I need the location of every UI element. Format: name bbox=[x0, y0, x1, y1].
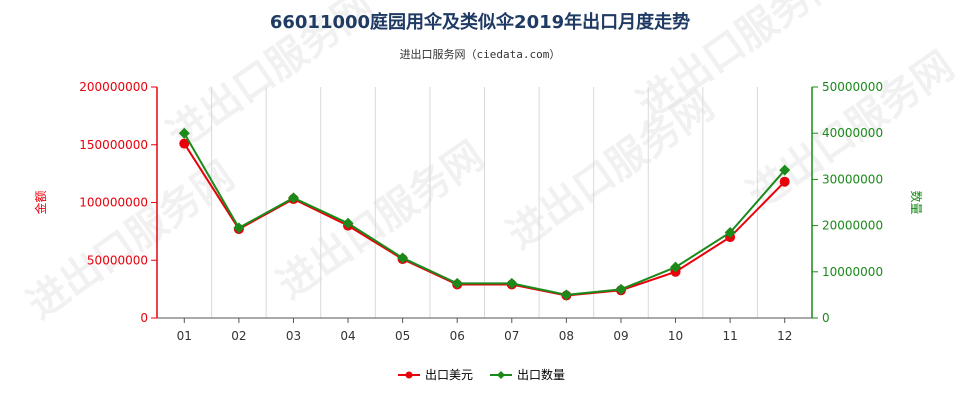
data-point bbox=[287, 192, 299, 204]
chart-subtitle: 进出口服务网（ciedata.com） bbox=[400, 47, 561, 61]
left-tick-label: 100000000 bbox=[79, 196, 148, 210]
x-tick-label: 09 bbox=[613, 329, 628, 343]
right-tick-label: 0 bbox=[822, 311, 830, 325]
data-point bbox=[342, 217, 354, 229]
x-tick-label: 07 bbox=[504, 329, 519, 343]
right-axis-label: 数量 bbox=[909, 190, 924, 214]
x-tick-label: 04 bbox=[340, 329, 355, 343]
x-tick-label: 11 bbox=[722, 329, 737, 343]
series-line bbox=[183, 132, 786, 296]
x-tick-label: 06 bbox=[450, 329, 465, 343]
data-point bbox=[179, 138, 190, 149]
watermark-text: 进出口服务网 bbox=[19, 153, 242, 328]
data-point bbox=[397, 252, 409, 264]
data-point bbox=[724, 227, 736, 239]
data-point bbox=[233, 222, 245, 234]
legend-label: 出口美元 bbox=[425, 368, 473, 382]
data-point bbox=[560, 289, 572, 301]
data-point bbox=[178, 127, 190, 139]
x-tick-label: 02 bbox=[231, 329, 246, 343]
x-tick-label: 08 bbox=[559, 329, 574, 343]
data-point bbox=[779, 176, 790, 187]
series-line bbox=[183, 143, 786, 297]
left-axis-label: 金额 bbox=[33, 190, 48, 214]
x-tick-label: 12 bbox=[777, 329, 792, 343]
legend-marker bbox=[405, 371, 413, 379]
x-tick-label: 01 bbox=[177, 329, 192, 343]
x-tick-label: 03 bbox=[286, 329, 301, 343]
x-tick-label: 05 bbox=[395, 329, 410, 343]
legend: 出口美元 出口数量 bbox=[398, 367, 565, 382]
series-layer bbox=[178, 127, 791, 301]
x-tick-label: 10 bbox=[668, 329, 683, 343]
chart-title: 66011000庭园用伞及类似伞2019年出口月度走势 bbox=[270, 11, 690, 33]
right-tick-label: 10000000 bbox=[822, 265, 883, 279]
left-tick-label: 50000000 bbox=[87, 253, 148, 267]
right-tick-label: 40000000 bbox=[822, 126, 883, 140]
data-point bbox=[506, 277, 518, 289]
left-tick-label: 0 bbox=[140, 311, 148, 325]
left-tick-label: 150000000 bbox=[79, 138, 148, 152]
legend-marker bbox=[497, 371, 505, 379]
legend-label: 出口数量 bbox=[517, 367, 565, 382]
axes: 0500000001000000001500000002000000000100… bbox=[33, 80, 924, 343]
data-point bbox=[451, 277, 463, 289]
data-point bbox=[670, 261, 682, 273]
left-tick-label: 200000000 bbox=[79, 80, 148, 94]
data-point bbox=[615, 283, 627, 295]
right-tick-label: 20000000 bbox=[822, 219, 883, 233]
data-point bbox=[779, 164, 791, 176]
watermark-text: 进出口服务网 bbox=[499, 83, 722, 258]
right-tick-label: 50000000 bbox=[822, 80, 883, 94]
right-tick-label: 30000000 bbox=[822, 172, 883, 186]
